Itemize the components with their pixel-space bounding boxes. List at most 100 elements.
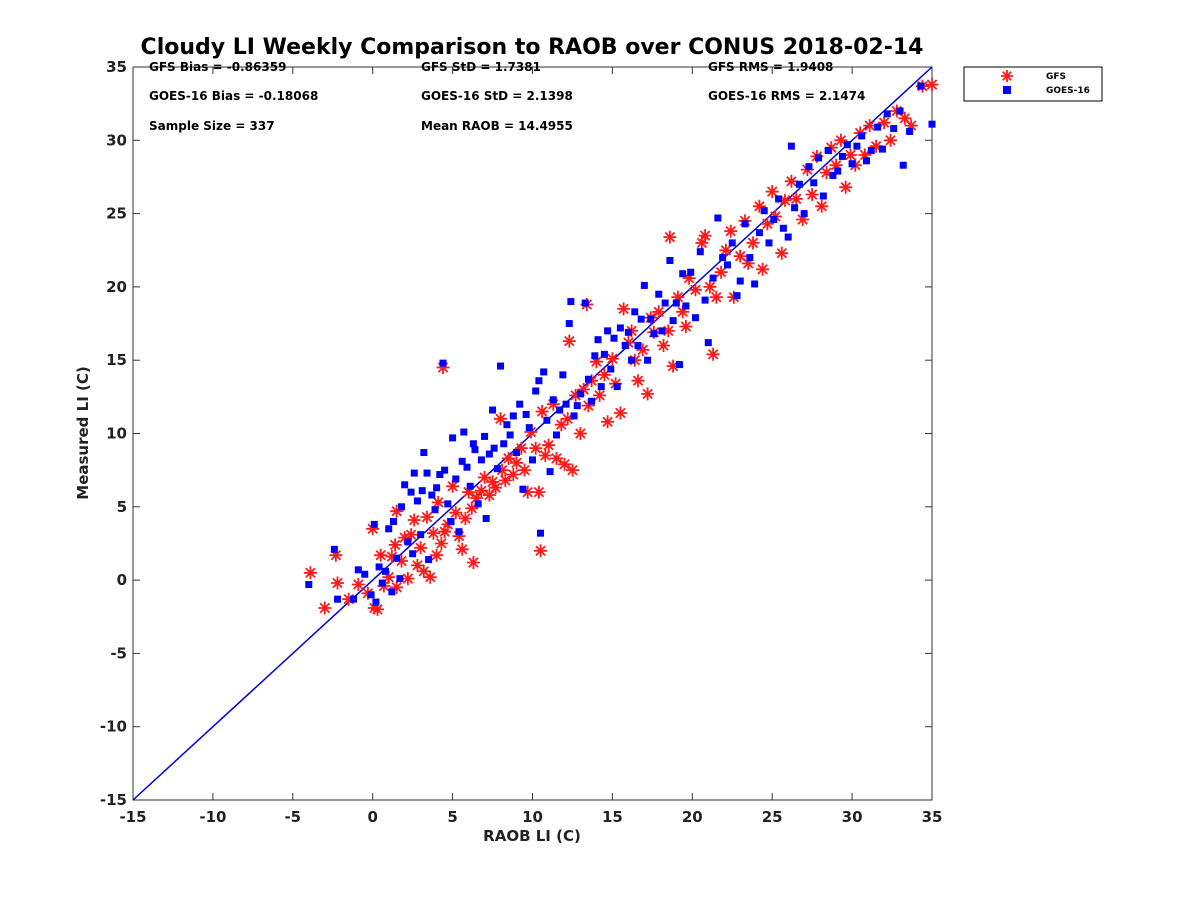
- x-tick-label: -10: [199, 808, 226, 826]
- goes16-point: [917, 82, 925, 90]
- gfs-point: [407, 513, 421, 527]
- gfs-point: [573, 427, 587, 440]
- gfs-point: [423, 570, 437, 584]
- x-tick-label: 0: [367, 808, 377, 826]
- goes16-point: [800, 210, 808, 218]
- goes16-point: [540, 368, 548, 376]
- goes16-point: [409, 550, 417, 558]
- legend-gfs-asterisk: [1001, 70, 1013, 82]
- goes16-point: [588, 397, 596, 405]
- gfs-point: [502, 451, 515, 465]
- goes16-point: [503, 421, 511, 429]
- goes16-point: [535, 377, 543, 385]
- goes16-point: [396, 575, 404, 583]
- series-goes16: [305, 82, 936, 606]
- goes16-point: [439, 359, 447, 367]
- gfs-point: [877, 116, 891, 130]
- goes16-point: [760, 207, 768, 215]
- gfs-point: [829, 158, 843, 172]
- goes16-point: [378, 579, 386, 587]
- chart-title: Cloudy LI Weekly Comparison to RAOB over…: [141, 35, 924, 60]
- x-tick-label: 25: [762, 808, 783, 826]
- x-tick-label: 5: [447, 808, 457, 826]
- goes16-point: [634, 342, 642, 350]
- gfs-point: [569, 388, 583, 402]
- goes16-point: [381, 567, 389, 575]
- gfs-point: [371, 602, 384, 616]
- goes16-point: [610, 334, 618, 342]
- gfs-point: [706, 347, 720, 361]
- gfs-point: [756, 262, 770, 276]
- goes16-point: [853, 142, 861, 150]
- gfs-point: [388, 538, 402, 552]
- gfs-point: [661, 324, 675, 338]
- gfs-point: [318, 601, 332, 615]
- gfs-point: [367, 601, 381, 615]
- gfs-point: [703, 280, 717, 294]
- goes16-point: [447, 517, 455, 525]
- gfs-point: [863, 119, 877, 133]
- goes16-point: [613, 383, 621, 391]
- goes16-point: [543, 416, 551, 424]
- gfs-point: [695, 236, 709, 250]
- gfs-point: [458, 512, 472, 525]
- gfs-point: [331, 576, 344, 590]
- x-axis: -15 -10 -5 0 5 10 15 20 25 30 35: [119, 67, 942, 826]
- y-tick-label: 10: [106, 425, 127, 443]
- gfs-point: [858, 148, 872, 162]
- goes16-point: [361, 570, 369, 578]
- goes16-point: [829, 171, 837, 179]
- gfs-point: [524, 425, 538, 439]
- goes16-point: [489, 406, 497, 414]
- goes16-point: [367, 591, 375, 599]
- goes16-point: [661, 299, 669, 307]
- goes16-point: [607, 365, 615, 373]
- y-tick-label: 15: [106, 351, 127, 369]
- goes16-point: [928, 120, 936, 128]
- goes16-point: [519, 485, 527, 493]
- gfs-point: [351, 578, 365, 591]
- x-tick-label: 20: [682, 808, 703, 826]
- goes16-point: [565, 320, 573, 328]
- gfs-point: [529, 441, 543, 455]
- y-tick-label: 5: [117, 498, 127, 516]
- gfs-point: [719, 243, 733, 257]
- goes16-point: [775, 195, 783, 203]
- gfs-point: [601, 415, 615, 429]
- goes16-point: [477, 456, 485, 464]
- y-tick-label: -5: [110, 644, 127, 662]
- goes16-point: [655, 290, 663, 298]
- gfs-point: [514, 441, 528, 455]
- goes16-point: [779, 224, 787, 232]
- stat-gfs-std: GFS StD = 1.7381: [421, 60, 541, 74]
- stat-sample-size: Sample Size = 337: [149, 119, 275, 133]
- goes16-point: [372, 598, 380, 606]
- legend-gfs-label: GFS: [1046, 72, 1066, 82]
- goes16-point: [522, 410, 530, 418]
- gfs-point: [925, 78, 939, 92]
- gfs-point: [652, 305, 666, 319]
- gfs-point: [434, 537, 448, 550]
- goes16-point: [410, 469, 418, 477]
- gfs-point: [698, 229, 712, 243]
- gfs-point: [385, 550, 399, 564]
- gfs-point: [724, 224, 738, 238]
- goes16-point: [567, 298, 575, 306]
- gfs-point: [554, 418, 568, 432]
- goes16-point: [418, 487, 426, 495]
- goes16-point: [672, 299, 680, 307]
- gfs-point: [709, 290, 723, 304]
- gfs-point: [679, 320, 693, 333]
- goes16-point: [701, 296, 709, 304]
- goes16-point: [862, 157, 870, 165]
- gfs-point: [534, 544, 547, 558]
- x-tick-label: -15: [119, 808, 146, 826]
- goes16-point: [562, 400, 570, 408]
- goes16-point: [529, 456, 536, 464]
- goes16-point: [709, 274, 717, 282]
- gfs-point: [426, 526, 440, 540]
- gfs-point: [420, 510, 434, 524]
- goes16-point: [463, 463, 471, 471]
- gfs-point: [410, 558, 424, 572]
- goes16-point: [425, 556, 433, 564]
